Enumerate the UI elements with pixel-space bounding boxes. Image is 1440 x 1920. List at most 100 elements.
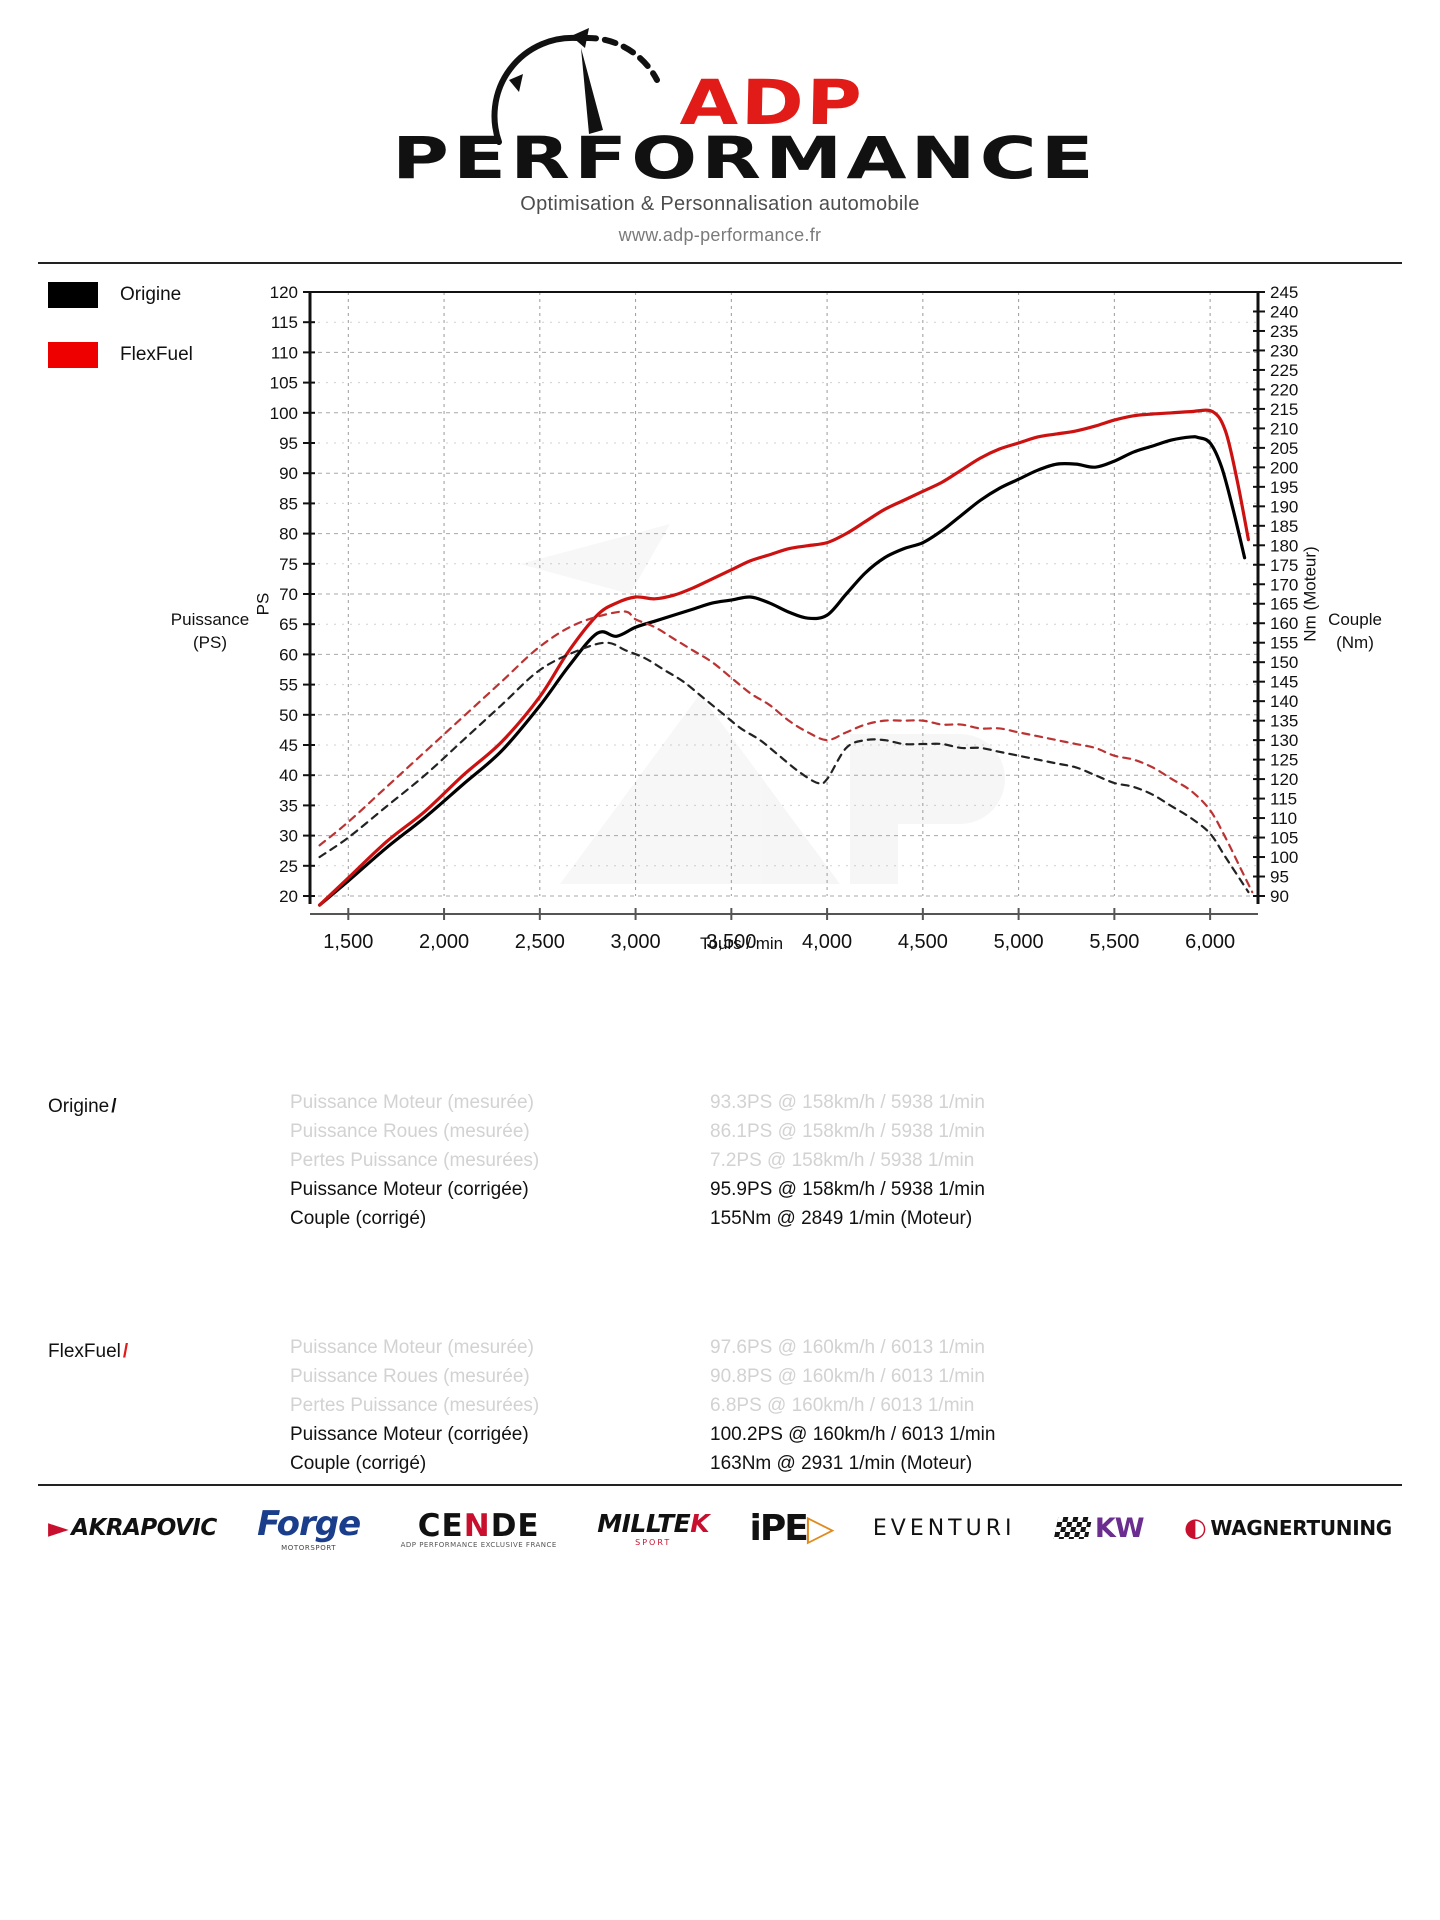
svg-text:50: 50	[279, 706, 298, 725]
svg-text:2,500: 2,500	[515, 931, 565, 953]
y-axis-left-title-line1: Puissance	[170, 610, 250, 629]
svg-text:120: 120	[1270, 770, 1298, 789]
results-section: Origine / Puissance Moteur (mesurée) 93.3…	[0, 1044, 1440, 1474]
sponsor-milltek: MILLTEK SPORT	[597, 1509, 709, 1547]
sponsor-sublabel: MOTORSPORT	[281, 1544, 337, 1552]
svg-text:245: 245	[1270, 283, 1298, 302]
svg-text:160: 160	[1270, 614, 1298, 633]
result-value: 6.8PS @ 160km/h / 6013 1/min	[710, 1394, 975, 1416]
svg-text:145: 145	[1270, 673, 1298, 692]
y-axis-left-title: Puissance (PS)	[155, 609, 265, 655]
brand-tagline: Optimisation & Personnalisation automobi…	[520, 193, 920, 215]
svg-text:150: 150	[1270, 653, 1298, 672]
result-row: Couple (corrigé) 155Nm @ 2849 1/min (Mot…	[290, 1204, 985, 1233]
results-block-origine: Origine / Puissance Moteur (mesurée) 93.3…	[0, 1044, 1440, 1229]
y-axis-right-title-line2: (Nm)	[1336, 632, 1374, 652]
result-value: 97.6PS @ 160km/h / 6013 1/min	[710, 1336, 985, 1358]
svg-text:110: 110	[271, 343, 298, 362]
sponsor-sublabel: SPORT	[635, 1538, 672, 1547]
svg-text:55: 55	[279, 676, 298, 695]
plot-area: 20 25 30 35 40 45 50 55 60 65 70 75 80 85 90 95 100 105 11…	[0, 264, 1440, 1034]
series-origine	[317, 435, 1247, 907]
sponsor-sublabel: ADP PERFORMANCE EXCLUSIVE FRANCE	[400, 1540, 557, 1549]
brand-logo: ADP PERFORMANCE	[390, 14, 1094, 192]
svg-text:95: 95	[1270, 868, 1289, 887]
svg-text:85: 85	[279, 494, 298, 513]
result-row: Pertes Puissance (mesurées) 7.2PS @ 158k…	[290, 1146, 985, 1175]
svg-text:90: 90	[1270, 887, 1289, 906]
svg-text:205: 205	[1270, 439, 1298, 458]
result-value: 86.1PS @ 158km/h / 5938 1/min	[710, 1120, 985, 1142]
akrapovic-mark-icon: ►	[48, 1512, 69, 1544]
result-label: Pertes Puissance (mesurées)	[290, 1394, 540, 1416]
result-value: 95.9PS @ 158km/h / 5938 1/min	[710, 1178, 985, 1200]
svg-text:4,000: 4,000	[802, 931, 852, 953]
sponsor-label: Forge	[257, 1504, 361, 1544]
result-value: 155Nm @ 2849 1/min (Moteur)	[710, 1207, 973, 1229]
svg-text:200: 200	[1270, 458, 1298, 477]
y-axis-right-title: Couple (Nm)	[1300, 609, 1410, 655]
dyno-chart: Origine FlexFuel Puissance (PS) PS Coupl…	[0, 264, 1440, 1034]
legend-label-flexfuel: FlexFuel	[120, 344, 193, 365]
svg-text:95: 95	[279, 434, 298, 453]
svg-text:165: 165	[1270, 595, 1298, 614]
result-label: Couple (corrigé)	[290, 1207, 427, 1229]
results-rows-flexfuel: Puissance Moteur (mesurée) 97.6PS @ 160k…	[290, 1333, 995, 1478]
svg-text:225: 225	[1270, 361, 1298, 380]
y-axis-right-ticks: 9095100105110115120125130135140145150155…	[1253, 283, 1298, 906]
result-row: Puissance Moteur (mesurée) 93.3PS @ 158k…	[290, 1088, 985, 1117]
svg-text:240: 240	[1270, 302, 1298, 321]
sponsor-wagnertuning: ◐ WAGNERTUNING	[1184, 1513, 1392, 1543]
plot-svg: 2025303540455055606570758085909510010511…	[270, 283, 1299, 953]
svg-text:215: 215	[1270, 400, 1298, 419]
svg-text:185: 185	[1270, 517, 1298, 536]
svg-text:5,000: 5,000	[994, 931, 1044, 953]
svg-text:70: 70	[279, 585, 298, 604]
speedometer-icon	[491, 28, 660, 145]
results-rows-origine: Puissance Moteur (mesurée) 93.3PS @ 158k…	[290, 1088, 985, 1233]
result-value: 100.2PS @ 160km/h / 6013 1/min	[710, 1423, 996, 1445]
svg-text:30: 30	[279, 827, 298, 846]
svg-text:65: 65	[279, 615, 298, 634]
svg-text:1,500: 1,500	[323, 931, 373, 953]
x-axis-ticks: 1,500 2,000 2,500 3,000 3,500 4,000 4,500 5,000…	[323, 908, 1235, 953]
svg-text:155: 155	[1270, 634, 1298, 653]
sponsor-label: iPE▷	[749, 1507, 835, 1549]
sponsor-label: MILLTEK	[597, 1509, 710, 1538]
sponsor-label: AKRAPOVIC	[71, 1515, 217, 1541]
sponsor-eventuri: EVENTURI	[873, 1516, 1016, 1541]
svg-text:105: 105	[270, 374, 298, 393]
y-axis-left-ticks: 20 25 30 35 40 45 50 55 60 65 70 75 80 85 90 95 100 105 11…	[270, 283, 315, 906]
header-divider	[38, 262, 1402, 264]
svg-text:125: 125	[1270, 751, 1298, 770]
result-value: 93.3PS @ 158km/h / 5938 1/min	[710, 1091, 985, 1113]
chart-legend: Origine FlexFuel	[48, 282, 193, 402]
sponsor-kw: KW	[1053, 1513, 1145, 1544]
svg-text:100: 100	[1270, 848, 1298, 867]
y-axis-left-title-line2: (PS)	[193, 632, 227, 652]
svg-text:105: 105	[1270, 829, 1298, 848]
svg-text:130: 130	[1270, 731, 1298, 750]
series-couple-flexfuel	[318, 610, 1254, 894]
svg-text:140: 140	[1270, 692, 1298, 711]
svg-text:120: 120	[270, 283, 298, 302]
checkered-flag-icon	[1053, 1517, 1093, 1539]
svg-text:230: 230	[1270, 341, 1298, 360]
svg-text:3,000: 3,000	[611, 931, 661, 953]
sponsor-ipe: iPE▷	[749, 1507, 835, 1549]
legend-swatch-flexfuel	[48, 342, 98, 368]
sponsor-forge: Forge MOTORSPORT	[257, 1504, 361, 1552]
svg-text:190: 190	[1270, 497, 1298, 516]
svg-text:45: 45	[279, 736, 298, 755]
results-run-name-origine: Origine /	[48, 1096, 117, 1117]
svg-text:220: 220	[1270, 380, 1298, 399]
svg-text:6,000: 6,000	[1185, 931, 1235, 953]
watermark	[520, 524, 1005, 884]
svg-text:180: 180	[1270, 536, 1298, 555]
result-row: Couple (corrigé) 163Nm @ 2931 1/min (Mot…	[290, 1449, 995, 1478]
svg-text:195: 195	[1270, 478, 1298, 497]
svg-text:40: 40	[279, 766, 298, 785]
result-value: 7.2PS @ 158km/h / 5938 1/min	[710, 1149, 975, 1171]
result-label: Puissance Moteur (mesurée)	[290, 1336, 534, 1358]
result-label: Puissance Moteur (mesurée)	[290, 1091, 534, 1113]
